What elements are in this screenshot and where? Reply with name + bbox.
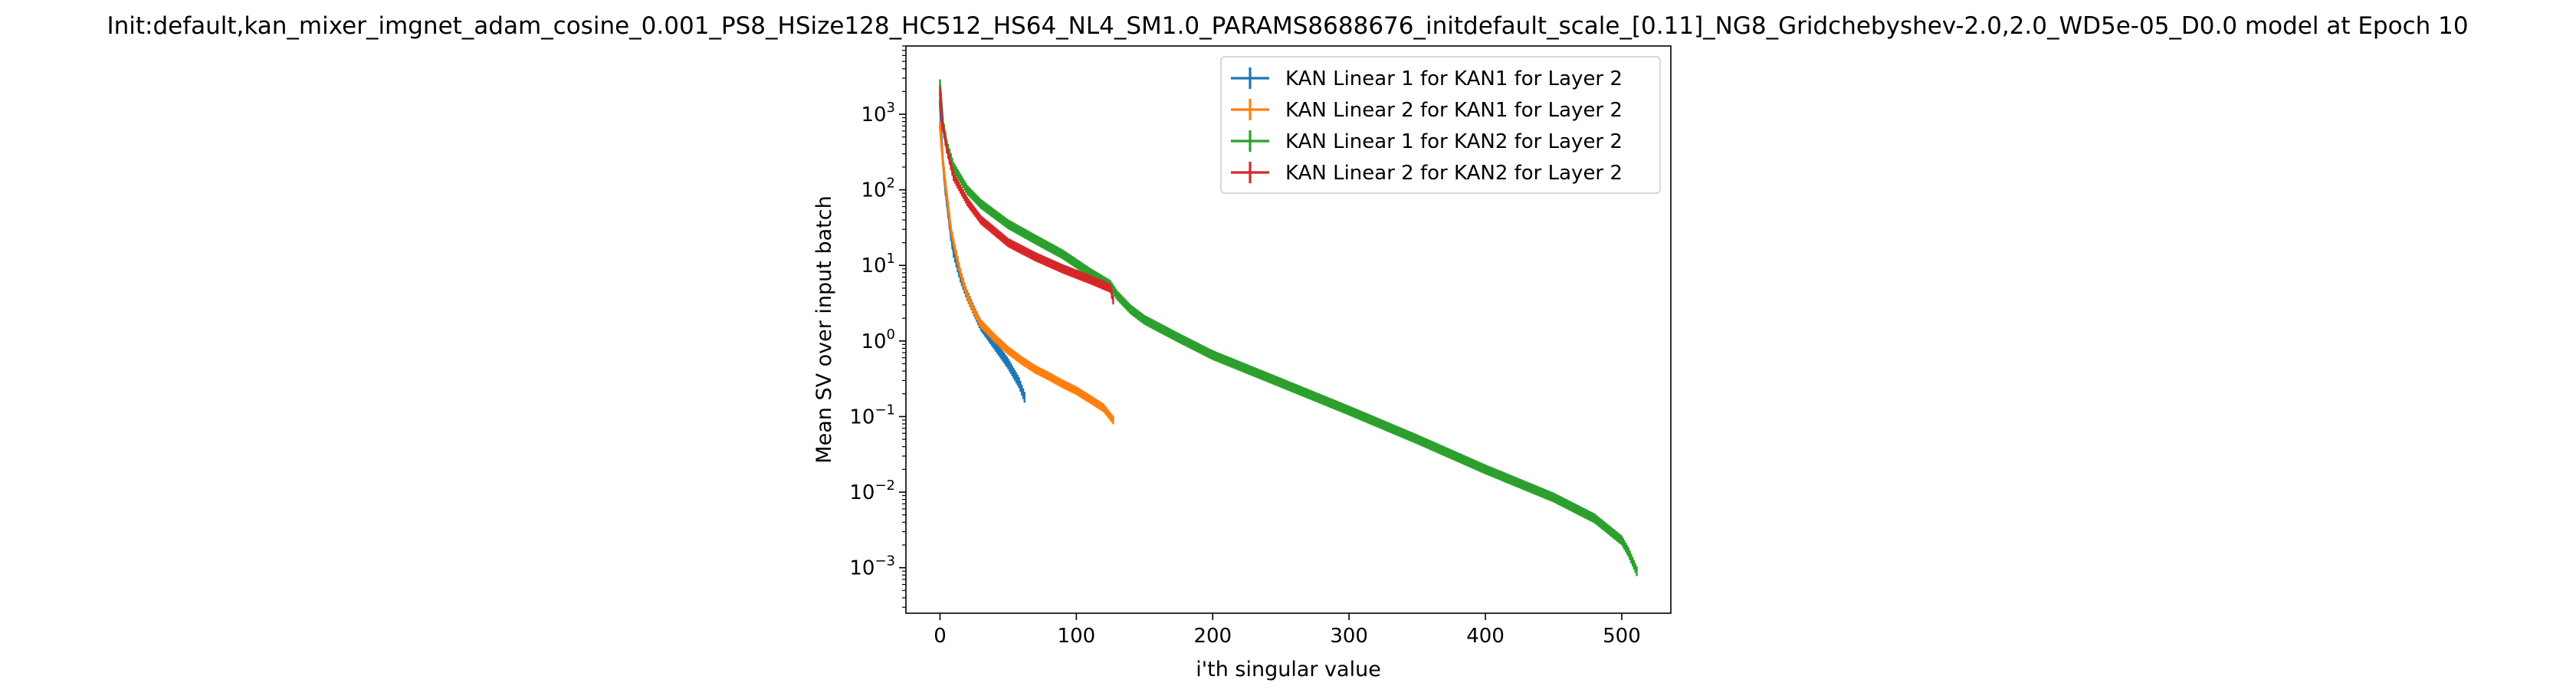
series-2-line: [938, 126, 1114, 421]
legend-box: [1220, 56, 1661, 194]
legend-label: KAN Linear 1 for KAN1 for Layer 2: [1285, 67, 1623, 90]
y-tick-label: 10−3: [849, 553, 895, 580]
legend-entry: KAN Linear 1 for KAN1 for Layer 2: [1231, 67, 1623, 90]
y-tick-label: 10−2: [849, 478, 895, 504]
x-tick-label: 100: [1058, 625, 1096, 648]
y-tick-label: 10−1: [849, 402, 895, 428]
chart-title: Init:default,kan_mixer_imgnet_adam_cosin…: [107, 12, 2468, 40]
series-4: [938, 87, 1114, 305]
legend-label: KAN Linear 2 for KAN1 for Layer 2: [1285, 99, 1623, 122]
legend-entry: KAN Linear 1 for KAN2 for Layer 2: [1231, 130, 1623, 153]
x-tick-label: 200: [1193, 625, 1232, 648]
x-tick-label: 0: [934, 625, 947, 648]
y-tick-label: 101: [861, 251, 895, 277]
y-axis-label: Mean SV over input batch: [812, 195, 836, 463]
series-4-line: [938, 91, 1114, 300]
series-3: [938, 79, 1638, 576]
legend-label: KAN Linear 2 for KAN2 for Layer 2: [1285, 162, 1623, 185]
legend-label: KAN Linear 1 for KAN2 for Layer 2: [1285, 130, 1623, 153]
legend-entry: KAN Linear 2 for KAN2 for Layer 2: [1231, 162, 1623, 185]
y-tick-label: 102: [861, 176, 895, 202]
x-tick-label: 300: [1330, 625, 1368, 648]
y-tick-label: 100: [861, 327, 895, 353]
series-2: [938, 121, 1114, 425]
y-tick-label: 103: [861, 100, 895, 126]
x-tick-label: 400: [1466, 625, 1505, 648]
series-3-line: [938, 84, 1638, 572]
x-tick-label: 500: [1603, 625, 1641, 648]
plot-area-frame: [905, 45, 1672, 614]
x-axis-label: i'th singular value: [1196, 658, 1381, 681]
legend-entry: KAN Linear 2 for KAN1 for Layer 2: [1231, 99, 1623, 122]
